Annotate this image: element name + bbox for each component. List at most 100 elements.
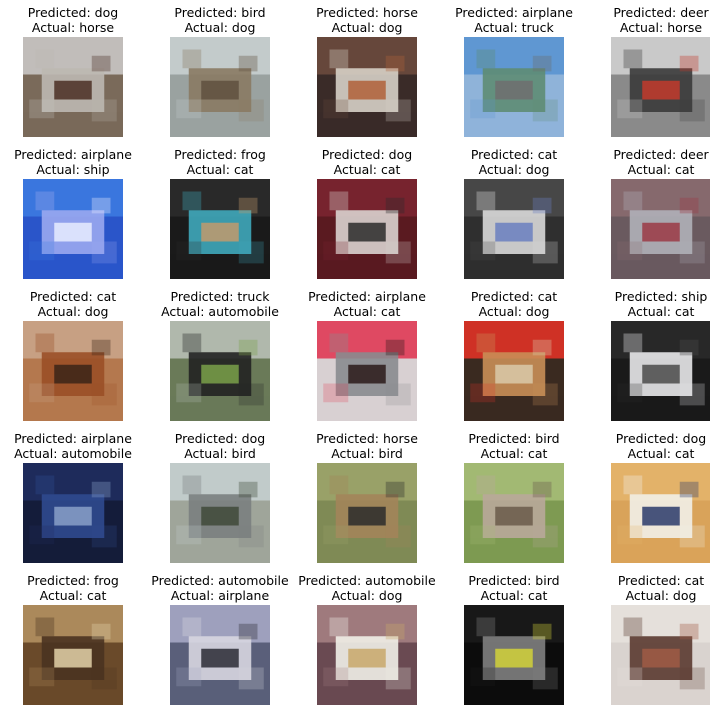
prediction-cell: Predicted: deer Actual: horse <box>588 0 710 142</box>
prediction-cell: Predicted: airplane Actual: ship <box>0 142 146 284</box>
prediction-cell: Predicted: automobile Actual: dog <box>294 568 440 710</box>
prediction-cell: Predicted: horse Actual: dog <box>294 0 440 142</box>
horse-photo <box>23 37 123 137</box>
predicted-label: Predicted: airplane <box>14 147 132 162</box>
dog-photo <box>611 605 710 705</box>
actual-label: Actual: dog <box>37 304 109 319</box>
predicted-label: Predicted: horse <box>316 431 418 446</box>
ship-photo <box>23 179 123 279</box>
predicted-label: Predicted: deer <box>613 5 709 20</box>
dog-photo <box>170 37 270 137</box>
actual-label: Actual: cat <box>333 162 401 177</box>
prediction-cell: Predicted: cat Actual: dog <box>0 284 146 426</box>
actual-label: Actual: dog <box>331 588 403 603</box>
cat-photo <box>170 179 270 279</box>
predicted-label: Predicted: cat <box>29 289 117 304</box>
predicted-label: Predicted: bird <box>174 5 266 20</box>
actual-label: Actual: dog <box>331 20 403 35</box>
predicted-label: Predicted: frog <box>174 147 266 162</box>
cat-photo <box>611 179 710 279</box>
prediction-cell: Predicted: frog Actual: cat <box>147 142 293 284</box>
prediction-cell: Predicted: bird Actual: dog <box>147 0 293 142</box>
cat-photo <box>317 321 417 421</box>
cat-photo <box>611 321 710 421</box>
airplane-photo <box>170 605 270 705</box>
predicted-label: Predicted: dog <box>27 5 119 20</box>
actual-label: Actual: cat <box>186 162 254 177</box>
actual-label: Actual: cat <box>627 304 695 319</box>
cat-photo <box>317 179 417 279</box>
prediction-cell: Predicted: bird Actual: cat <box>441 426 587 568</box>
predicted-label: Predicted: airplane <box>455 5 573 20</box>
prediction-cell: Predicted: horse Actual: bird <box>294 426 440 568</box>
prediction-cell: Predicted: truck Actual: automobile <box>147 284 293 426</box>
actual-label: Actual: horse <box>31 20 115 35</box>
prediction-cell: Predicted: ship Actual: cat <box>588 284 710 426</box>
predicted-label: Predicted: bird <box>468 573 560 588</box>
predicted-label: Predicted: airplane <box>308 289 426 304</box>
prediction-cell: Predicted: dog Actual: cat <box>294 142 440 284</box>
prediction-cell: Predicted: airplane Actual: truck <box>441 0 587 142</box>
prediction-cell: Predicted: deer Actual: cat <box>588 142 710 284</box>
actual-label: Actual: airplane <box>170 588 270 603</box>
predicted-label: Predicted: ship <box>614 289 708 304</box>
cat-photo <box>464 605 564 705</box>
dog-photo <box>464 321 564 421</box>
actual-label: Actual: cat <box>333 304 401 319</box>
prediction-cell: Predicted: frog Actual: cat <box>0 568 146 710</box>
cat-photo <box>464 463 564 563</box>
actual-label: Actual: automobile <box>161 304 279 319</box>
prediction-cell: Predicted: airplane Actual: automobile <box>0 426 146 568</box>
predicted-label: Predicted: truck <box>170 289 270 304</box>
actual-label: Actual: ship <box>36 162 110 177</box>
prediction-cell: Predicted: dog Actual: bird <box>147 426 293 568</box>
actual-label: Actual: dog <box>478 162 550 177</box>
predicted-label: Predicted: automobile <box>151 573 289 588</box>
cat-photo <box>23 605 123 705</box>
predicted-label: Predicted: cat <box>470 289 558 304</box>
actual-label: Actual: cat <box>480 588 548 603</box>
prediction-cell: Predicted: cat Actual: dog <box>441 284 587 426</box>
automobile-photo <box>170 321 270 421</box>
actual-label: Actual: dog <box>184 20 256 35</box>
dog-photo <box>317 37 417 137</box>
bird-photo <box>170 463 270 563</box>
dog-photo <box>23 321 123 421</box>
actual-label: Actual: truck <box>474 20 554 35</box>
predicted-label: Predicted: dog <box>174 431 266 446</box>
actual-label: Actual: cat <box>627 162 695 177</box>
predicted-label: Predicted: frog <box>27 573 119 588</box>
truck-photo <box>464 37 564 137</box>
predicted-label: Predicted: cat <box>470 147 558 162</box>
predicted-label: Predicted: horse <box>316 5 418 20</box>
predicted-label: Predicted: deer <box>613 147 709 162</box>
predicted-label: Predicted: bird <box>468 431 560 446</box>
automobile-photo <box>23 463 123 563</box>
predicted-label: Predicted: dog <box>615 431 707 446</box>
actual-label: Actual: cat <box>39 588 107 603</box>
prediction-cell: Predicted: automobile Actual: airplane <box>147 568 293 710</box>
actual-label: Actual: dog <box>478 304 550 319</box>
prediction-cell: Predicted: bird Actual: cat <box>441 568 587 710</box>
predicted-label: Predicted: dog <box>321 147 413 162</box>
actual-label: Actual: bird <box>331 446 403 461</box>
prediction-cell: Predicted: dog Actual: cat <box>588 426 710 568</box>
horse-photo <box>611 37 710 137</box>
bird-photo <box>317 463 417 563</box>
dog-photo <box>464 179 564 279</box>
actual-label: Actual: cat <box>480 446 548 461</box>
actual-label: Actual: automobile <box>14 446 132 461</box>
actual-label: Actual: horse <box>619 20 703 35</box>
actual-label: Actual: bird <box>184 446 256 461</box>
actual-label: Actual: cat <box>627 446 695 461</box>
predicted-label: Predicted: automobile <box>298 573 436 588</box>
predicted-label: Predicted: airplane <box>14 431 132 446</box>
actual-label: Actual: dog <box>625 588 697 603</box>
prediction-cell: Predicted: dog Actual: horse <box>0 0 146 142</box>
cat-photo <box>611 463 710 563</box>
predicted-label: Predicted: cat <box>617 573 705 588</box>
dog-photo <box>317 605 417 705</box>
prediction-cell: Predicted: cat Actual: dog <box>441 142 587 284</box>
prediction-cell: Predicted: airplane Actual: cat <box>294 284 440 426</box>
